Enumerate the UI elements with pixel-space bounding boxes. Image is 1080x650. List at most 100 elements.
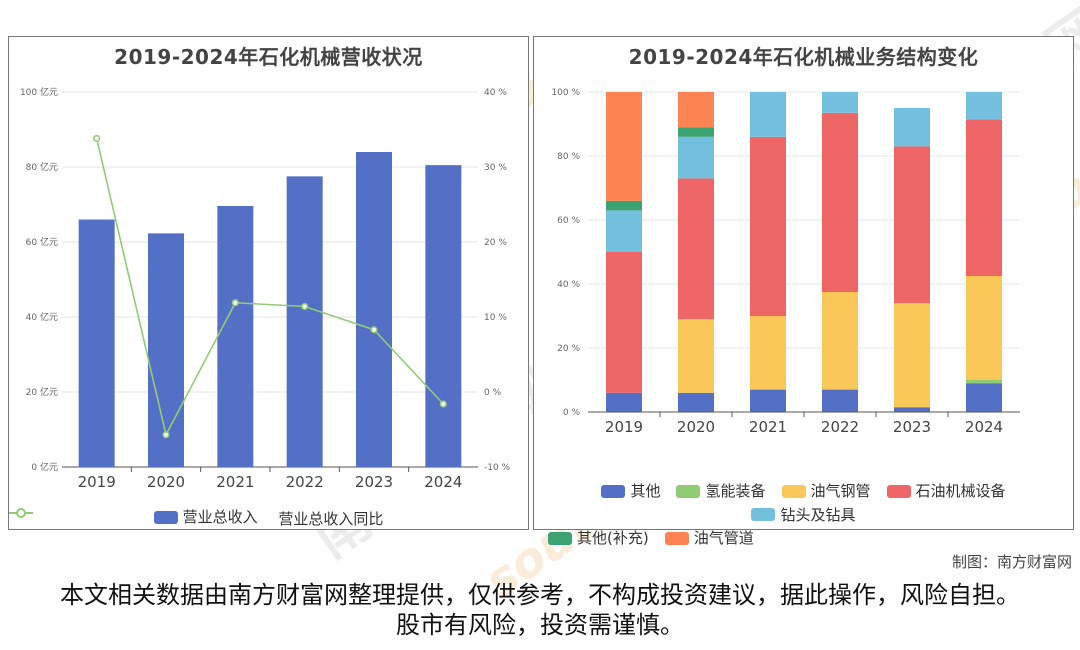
y-right-tick-label: 0 % (484, 388, 502, 398)
legend-item-revenue[interactable]: 营业总收入 (153, 506, 258, 528)
revenue-chart-svg: 0 亿元 20 亿元 40 亿元 60 亿元 80 亿元 100 亿元 -10 % 0 % 10… (20, 86, 511, 491)
legend-label: 营业总收入 (182, 508, 258, 526)
legend-label: 钻头及钻具 (780, 505, 856, 524)
legend-item[interactable]: 石油机械设备 (886, 480, 1006, 502)
x-tick-label: 2021 (216, 473, 254, 491)
stack-segment (822, 92, 858, 113)
stack-segment (678, 136, 714, 179)
legend-item-revenue-growth[interactable]: 营业总收入同比 (9, 508, 384, 530)
x-tick-label: 2019 (78, 473, 116, 491)
legend-swatch (664, 531, 689, 545)
y-tick-label: 20 % (557, 344, 580, 354)
legend-item[interactable]: 其他(补充) (548, 527, 649, 549)
legend-swatch (886, 484, 911, 498)
stack-segment (894, 303, 930, 408)
chart-credit: 制图：南方财富网 (951, 553, 1072, 571)
y-right-tick-label: 20 % (484, 238, 507, 248)
stack-segment (822, 389, 858, 412)
stack-segment (678, 319, 714, 393)
y-right-tick-label: 40 % (484, 88, 507, 98)
legend-swatch-revenue (153, 510, 178, 524)
legend-item[interactable]: 油气管道 (664, 527, 754, 549)
business-structure-chart-svg: 0 % 20 % 40 % 60 % 80 % 100 % 2019 2020 2021 2022… (551, 88, 1020, 436)
y-left-tick-label: 80 亿元 (26, 161, 58, 173)
legend-label: 石油机械设备 (915, 482, 1006, 500)
revenue-bar (356, 152, 392, 467)
disclaimer-text: 本文相关数据由南方财富网整理提供，仅供参考，不构成投资建议，据此操作，风险自担。… (60, 581, 1020, 639)
revenue-chart-legend: 营业总收入 营业总收入同比 (9, 506, 528, 530)
y-right-tick-label: -10 % (484, 463, 511, 473)
legend-swatch (751, 508, 776, 521)
y-left-tick-label: 100 亿元 (20, 86, 58, 98)
stack-segment (678, 178, 714, 320)
stack-segment (606, 92, 642, 201)
x-tick-label: 2022 (286, 473, 324, 491)
legend-row: 其他 氢能装备 油气钢管 石油机械设备钻头及钻具 (534, 480, 1073, 527)
y-tick-label: 80 % (557, 152, 580, 162)
revenue-bar (286, 176, 323, 467)
stack-segment (678, 92, 714, 128)
y-left-tick-label: 20 亿元 (26, 386, 58, 398)
x-tick-label: 2023 (893, 418, 931, 436)
y-tick-label: 60 % (557, 216, 580, 226)
stack-segment (822, 292, 858, 390)
stack-segment (966, 119, 1002, 276)
stack-segment (678, 392, 714, 412)
y-right-tick-label: 10 % (484, 313, 507, 323)
legend-swatch (781, 484, 806, 498)
stack-segment (606, 252, 642, 393)
legend-item[interactable]: 其他 (601, 480, 660, 502)
x-tick-label: 2024 (424, 473, 462, 491)
stack-segment (894, 407, 930, 412)
legend-item[interactable]: 氢能装备 (676, 480, 766, 502)
chart-title: 2019-2024年石化机械业务结构变化 (628, 45, 979, 69)
x-tick-label: 2022 (821, 418, 859, 436)
y-tick-label: 40 % (557, 280, 580, 290)
y-tick-label: 100 % (551, 88, 580, 98)
legend-swatch (548, 531, 572, 545)
stack-segment (606, 210, 642, 252)
legend-label: 其他(补充) (577, 529, 649, 547)
legend-item[interactable]: 钻头及钻具 (751, 504, 856, 526)
x-tick-label: 2024 (965, 418, 1003, 436)
y-left-tick-label: 0 亿元 (31, 461, 58, 473)
legend-label: 氢能装备 (705, 482, 766, 500)
revenue-bar (78, 219, 115, 467)
revenue-bar (425, 165, 462, 467)
stack-segment (822, 112, 858, 292)
stack-segment (966, 276, 1002, 380)
legend-label: 其他 (630, 482, 661, 500)
y-left-tick-label: 40 亿元 (26, 311, 58, 323)
business-structure-legend: 其他 氢能装备 油气钢管 石油机械设备钻头及钻具其他(补充) 油气管道 (534, 480, 1073, 551)
stack-segment (894, 146, 930, 304)
legend-label: 营业总收入同比 (278, 509, 384, 528)
revenue-bar (148, 233, 184, 467)
revenue-bar (217, 206, 254, 467)
stack-segment (678, 127, 714, 137)
chart-title: 2019-2024年石化机械营收状况 (114, 45, 423, 69)
growth-point (301, 302, 309, 311)
y-left-tick-label: 60 亿元 (26, 236, 58, 248)
stack-segment (750, 316, 786, 390)
stack-segment (750, 92, 786, 137)
x-tick-label: 2019 (605, 418, 643, 436)
growth-point (231, 299, 239, 307)
stack-segment (966, 380, 1002, 384)
stack-segment (606, 392, 642, 412)
growth-point (93, 134, 101, 143)
legend-swatch (676, 484, 701, 498)
stack-segment (606, 200, 642, 211)
y-right-tick-label: 30 % (484, 163, 507, 173)
growth-line (95, 138, 444, 438)
stack-segment (750, 389, 786, 412)
stack-segment (966, 383, 1002, 412)
legend-label: 油气管道 (693, 529, 754, 547)
legend-row: 其他(补充) 油气管道 (534, 527, 1073, 551)
legend-label: 油气钢管 (810, 482, 871, 500)
x-tick-label: 2021 (749, 418, 787, 436)
legend-swatch (601, 484, 626, 498)
legend-item[interactable]: 油气钢管 (781, 480, 871, 502)
x-tick-label: 2020 (677, 418, 715, 436)
stack-segment (894, 108, 930, 147)
stack-segment (966, 92, 1002, 120)
